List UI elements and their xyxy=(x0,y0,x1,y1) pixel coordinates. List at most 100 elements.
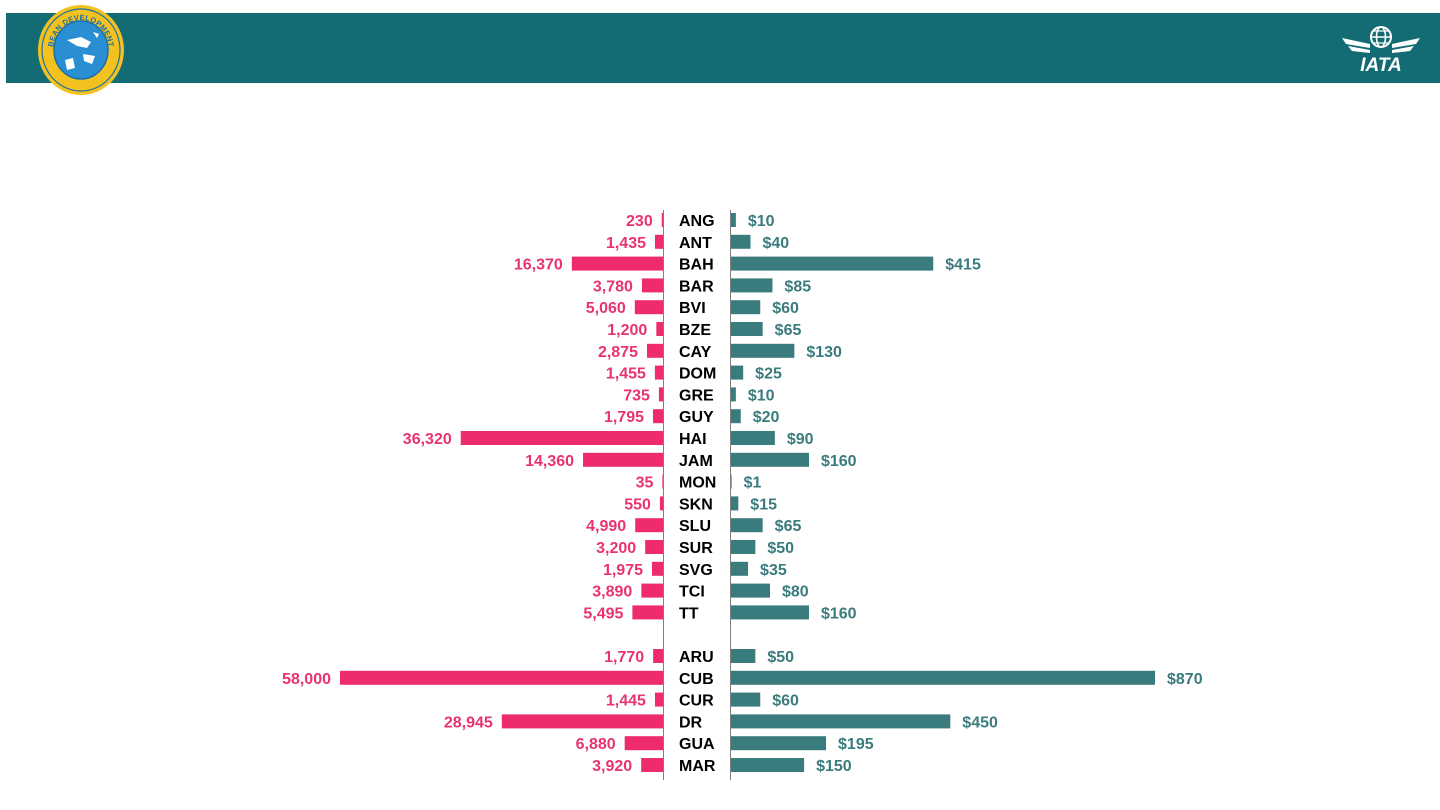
right-value-label-gre: $10 xyxy=(748,387,775,404)
right-value-label-bvi: $60 xyxy=(772,300,799,317)
left-value-label-tt: 5,495 xyxy=(583,605,623,622)
category-label-ang: ANG xyxy=(679,213,715,230)
svg-text:IATA: IATA xyxy=(1360,55,1402,76)
right-bar-guy xyxy=(731,409,741,424)
category-label-cub: CUB xyxy=(679,671,714,688)
category-label-gua: GUA xyxy=(679,736,715,753)
right-bar-mon xyxy=(731,474,732,489)
left-value-label-dom: 1,455 xyxy=(606,366,646,383)
category-label-slu: SLU xyxy=(679,518,711,535)
right-value-label-tci: $80 xyxy=(782,584,809,601)
category-label-skn: SKN xyxy=(679,496,713,513)
left-bar-mon xyxy=(662,474,663,489)
left-value-label-dr: 28,945 xyxy=(444,714,493,731)
left-value-label-sur: 3,200 xyxy=(596,540,636,557)
right-bar-bah xyxy=(731,256,934,271)
category-label-mon: MON xyxy=(679,475,716,492)
category-label-hai: HAI xyxy=(679,431,707,448)
left-value-label-bvi: 5,060 xyxy=(586,300,626,317)
right-value-label-bah: $415 xyxy=(945,257,981,274)
left-value-label-bah: 16,370 xyxy=(514,257,563,274)
category-label-tci: TCI xyxy=(679,584,705,601)
left-bar-dom xyxy=(654,365,663,380)
left-bar-bze xyxy=(656,322,663,336)
right-value-label-gua: $195 xyxy=(838,736,874,753)
left-value-label-cur: 1,445 xyxy=(606,693,646,710)
right-bar-sur xyxy=(731,540,756,554)
right-bar-hai xyxy=(731,431,775,445)
left-bar-jam xyxy=(583,452,663,467)
header-bar xyxy=(6,13,1440,83)
right-bar-tci xyxy=(731,583,770,598)
right-value-label-skn: $15 xyxy=(750,496,777,513)
category-label-bvi: BVI xyxy=(679,300,706,317)
category-label-dr: DR xyxy=(679,714,703,731)
right-bar-dr xyxy=(731,714,951,729)
left-bar-mar xyxy=(641,758,663,772)
left-bar-gua xyxy=(624,736,663,751)
right-bar-bze xyxy=(731,322,763,336)
category-label-bze: BZE xyxy=(679,322,711,339)
iata-logo: IATA xyxy=(1342,26,1420,76)
right-value-label-jam: $160 xyxy=(821,453,857,470)
left-value-label-hai: 36,320 xyxy=(403,431,452,448)
left-bar-cur xyxy=(654,692,663,707)
left-bar-aru xyxy=(653,649,663,663)
right-bar-jam xyxy=(731,452,809,467)
left-bar-guy xyxy=(653,409,663,424)
category-label-sur: SUR xyxy=(679,540,713,557)
right-bar-mar xyxy=(731,758,805,772)
left-value-label-svg: 1,975 xyxy=(603,562,643,579)
left-bar-bah xyxy=(571,256,663,271)
right-value-label-cur: $60 xyxy=(772,693,799,710)
left-value-label-ant: 1,435 xyxy=(606,235,646,252)
left-value-label-cub: 58,000 xyxy=(282,671,331,688)
category-label-aru: ARU xyxy=(679,649,714,666)
left-value-label-jam: 14,360 xyxy=(525,453,574,470)
right-value-label-slu: $65 xyxy=(775,518,802,535)
category-label-tt: TT xyxy=(679,605,699,622)
left-bar-cay xyxy=(646,343,663,358)
left-value-label-gre: 735 xyxy=(623,387,650,404)
right-bar-dom xyxy=(731,365,744,380)
right-bar-cay xyxy=(731,343,795,358)
left-bar-tt xyxy=(632,605,663,620)
right-value-label-guy: $20 xyxy=(753,409,780,426)
right-bar-ang xyxy=(731,213,736,227)
left-value-label-guy: 1,795 xyxy=(604,409,644,426)
left-value-label-slu: 4,990 xyxy=(586,518,626,535)
right-bar-aru xyxy=(731,649,756,663)
category-label-bah: BAH xyxy=(679,257,714,274)
right-value-label-cay: $130 xyxy=(806,344,842,361)
right-bar-skn xyxy=(731,496,739,511)
right-value-label-dr: $450 xyxy=(962,714,998,731)
category-label-guy: GUY xyxy=(679,409,714,426)
right-value-label-sur: $50 xyxy=(767,540,794,557)
right-bar-tt xyxy=(731,605,809,620)
right-value-label-dom: $25 xyxy=(755,366,782,383)
right-bar-bvi xyxy=(731,300,761,315)
right-bar-gre xyxy=(731,387,736,402)
right-value-label-ang: $10 xyxy=(748,213,775,230)
left-bar-sur xyxy=(645,540,663,554)
right-value-label-mar: $150 xyxy=(816,758,852,775)
right-value-label-bar: $85 xyxy=(784,278,811,295)
left-bar-slu xyxy=(635,518,663,533)
right-value-label-cub: $870 xyxy=(1167,671,1203,688)
left-bar-ant xyxy=(655,234,663,249)
left-bar-dr xyxy=(501,714,663,729)
left-value-label-cay: 2,875 xyxy=(598,344,638,361)
left-bar-cub xyxy=(340,670,663,685)
left-value-label-mar: 3,920 xyxy=(592,758,632,775)
right-bar-svg xyxy=(731,561,749,576)
category-label-bar: BAR xyxy=(679,278,714,295)
right-value-label-hai: $90 xyxy=(787,431,814,448)
right-bar-cub xyxy=(731,670,1155,685)
right-value-label-tt: $160 xyxy=(821,605,857,622)
category-label-gre: GRE xyxy=(679,387,714,404)
right-value-label-svg: $35 xyxy=(760,562,787,579)
left-value-label-gua: 6,880 xyxy=(576,736,616,753)
left-bar-ang xyxy=(661,213,663,227)
category-label-svg: SVG xyxy=(679,562,713,579)
